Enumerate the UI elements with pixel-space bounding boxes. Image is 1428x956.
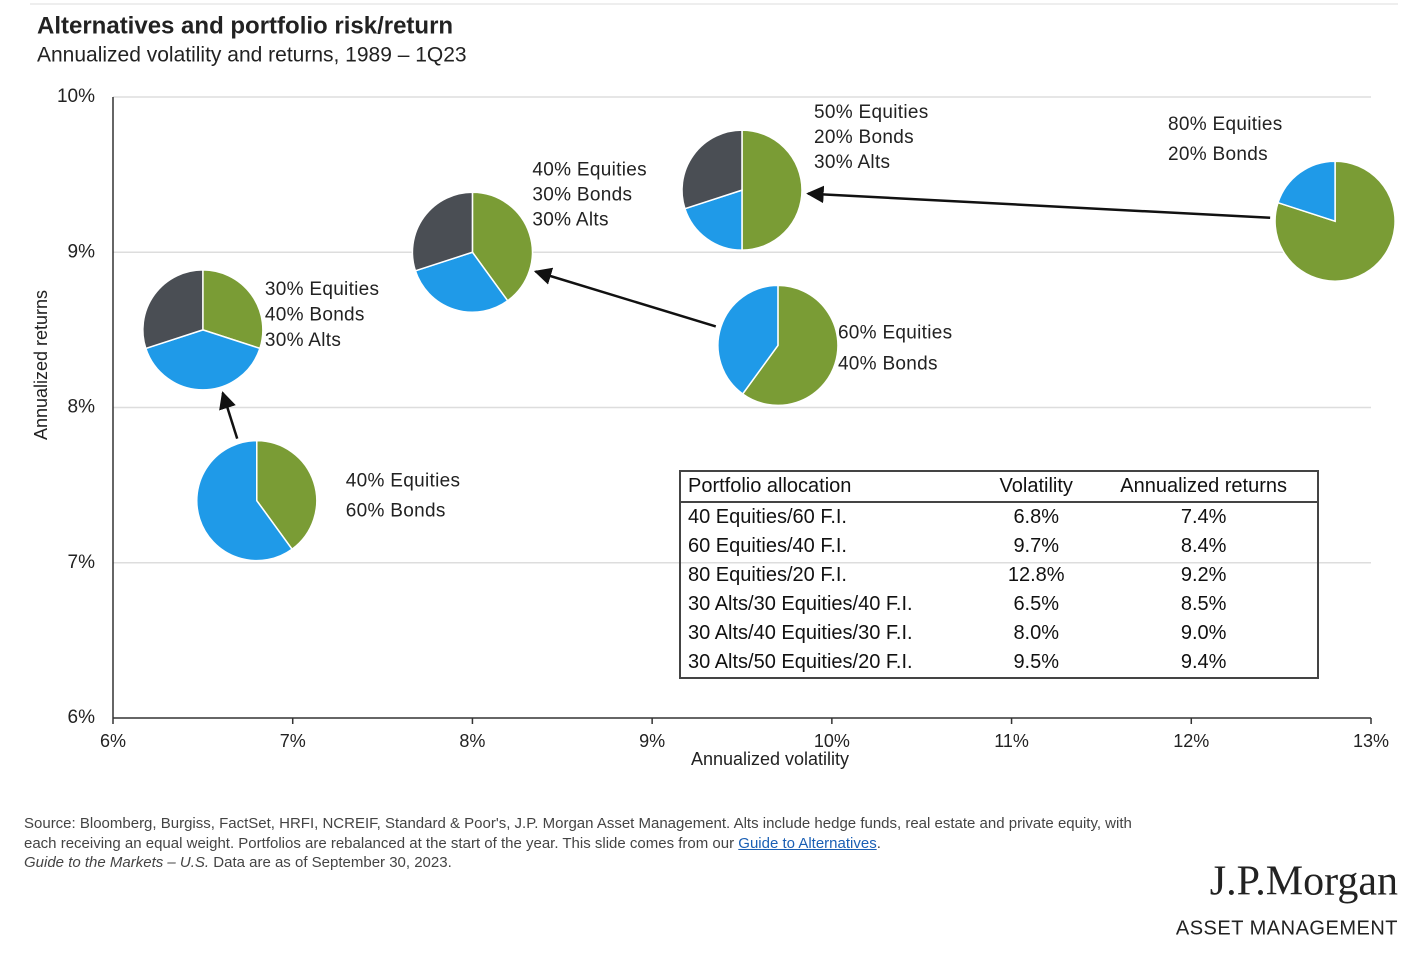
x-tick-label: 11%	[994, 731, 1029, 751]
pie-slice	[741, 284, 839, 407]
pie-slice	[741, 129, 803, 251]
pie-point	[1274, 160, 1396, 282]
pie-slice	[256, 439, 318, 551]
table-row: 60 Equities/40 F.I. 9.7% 8.4%	[680, 532, 1318, 561]
pie-label: 50% Equities	[814, 102, 929, 123]
x-tick-label: 10%	[814, 731, 850, 751]
pie-slice	[414, 251, 509, 313]
x-tick-label: 7%	[280, 731, 306, 751]
table-cell: 30 Alts/40 Equities/30 F.I.	[688, 622, 913, 644]
pie-point	[681, 129, 803, 251]
guide: Guide to the Markets – U.S.	[24, 854, 210, 871]
table-cell: 12.8%	[1007, 564, 1065, 586]
column-header: Annualized returns	[1090, 471, 1318, 503]
pie-label: 80% Equities	[1168, 114, 1283, 135]
table-cell: 8.0%	[1013, 622, 1060, 644]
table-cell: 40 Equities/60 F.I.	[688, 506, 847, 528]
x-axis-title: Annualized volatility	[691, 749, 849, 769]
table-row: 30 Alts/50 Equities/20 F.I. 9.5% 9.4%	[680, 648, 1318, 678]
pie-slice	[142, 269, 204, 350]
pie-label: 40% Bonds	[838, 353, 938, 374]
y-axis-title: Annualized returns	[31, 290, 51, 440]
pie-slice	[681, 129, 743, 210]
table-cell: 6.5%	[1013, 593, 1060, 615]
table-cell: 7.4%	[1180, 506, 1227, 528]
pie-slice	[411, 191, 474, 272]
pie-slice	[196, 439, 294, 562]
chart-subtitle: Annualized volatility and returns, 1989 …	[37, 44, 467, 67]
table-row: 30 Alts/30 Equities/40 F.I. 6.5% 8.5%	[680, 590, 1318, 619]
table-cell: 60 Equities/40 F.I.	[688, 535, 847, 557]
pie-point	[142, 269, 264, 391]
arrow	[219, 391, 239, 440]
link[interactable]: Guide to Alternatives	[738, 834, 877, 852]
table-cell: 8.4%	[1180, 535, 1227, 557]
table-cell: 6.8%	[1013, 506, 1060, 528]
footnote: Source: Bloomberg, Burgiss, FactSet, HRF…	[24, 814, 1164, 873]
table-cell: 30 Alts/50 Equities/20 F.I.	[688, 651, 913, 673]
y-tick-label: 7%	[68, 552, 96, 573]
pie-label: 40% Bonds	[265, 304, 365, 325]
pie-label: 30% Alts	[265, 330, 341, 351]
table-cell: 30 Alts/30 Equities/40 F.I.	[688, 593, 913, 615]
pie-label: 40% Equities	[532, 159, 647, 180]
column-header: Portfolio allocation	[680, 471, 983, 503]
pie-label: 30% Equities	[265, 279, 380, 300]
arrow	[533, 267, 717, 328]
pie-point	[717, 284, 839, 407]
y-tick-label: 8%	[68, 397, 96, 418]
date-note: Data are as of September 30, 2023.	[213, 854, 452, 871]
pie-slice	[1277, 160, 1336, 223]
logo-tagline: ASSET MANAGEMENT	[1176, 917, 1398, 939]
pie-slice	[717, 284, 779, 395]
table-cell: 80 Equities/20 F.I.	[688, 564, 847, 586]
x-tick-label: 8%	[459, 731, 485, 751]
y-tick-label: 9%	[68, 241, 96, 262]
table-row: 40 Equities/60 F.I. 6.8% 7.4%	[680, 502, 1318, 532]
pie-label: 60% Equities	[838, 322, 953, 343]
pie-label: 30% Alts	[814, 152, 890, 173]
arrow	[806, 185, 1271, 220]
source: Source: Bloomberg, Burgiss, FactSet, HRF…	[24, 815, 1132, 852]
table-row: 30 Alts/40 Equities/30 F.I. 8.0% 9.0%	[680, 619, 1318, 648]
pie-label: 30% Alts	[532, 209, 608, 230]
x-tick-label: 13%	[1353, 731, 1389, 751]
pie-label: 20% Bonds	[1168, 144, 1268, 165]
pie-slice	[144, 329, 261, 391]
pie-point	[196, 439, 318, 562]
table-cell: 8.5%	[1180, 593, 1227, 615]
table-row: 80 Equities/20 F.I. 12.8% 9.2%	[680, 561, 1318, 590]
data-table: Portfolio allocation Volatility Annualized…	[679, 470, 1319, 679]
pie-slice	[683, 189, 743, 251]
table-cell: 9.2%	[1180, 564, 1227, 586]
pie-point	[411, 191, 534, 313]
link-end: .	[876, 834, 881, 852]
table-cell: 9.7%	[1013, 535, 1060, 557]
x-tick-label: 6%	[100, 731, 126, 751]
pie-label: 30% Bonds	[532, 184, 632, 205]
pie-label: 60% Bonds	[346, 501, 446, 522]
y-tick-label: 10%	[57, 86, 95, 107]
pie-slice	[471, 191, 534, 302]
pie-label: 40% Equities	[346, 471, 461, 492]
logo: J.P.Morgan	[1210, 859, 1398, 905]
column-header: Volatility	[982, 471, 1091, 503]
table-cell: 9.4%	[1180, 651, 1227, 673]
x-tick-label: 9%	[639, 731, 665, 751]
table-cell: 9.5%	[1013, 651, 1060, 673]
pie-label: 20% Bonds	[814, 127, 914, 148]
x-tick-label: 12%	[1173, 731, 1209, 751]
pie-slice	[1274, 160, 1396, 282]
table-cell: 9.0%	[1180, 622, 1227, 644]
pie-slice	[202, 269, 264, 350]
y-tick-label: 6%	[68, 707, 96, 728]
chart-title: Alternatives and portfolio risk/return	[37, 12, 453, 39]
